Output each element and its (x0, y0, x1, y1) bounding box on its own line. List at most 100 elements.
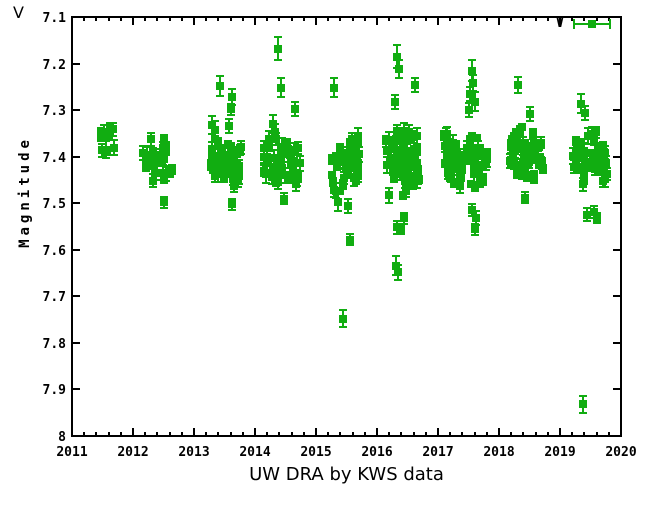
data-point-marker (274, 178, 282, 186)
data-point (392, 151, 400, 165)
data-point-marker (354, 132, 362, 140)
data-point (344, 167, 352, 179)
data-point (277, 77, 285, 98)
data-point (570, 159, 578, 174)
data-point (521, 191, 529, 204)
data-point (268, 169, 276, 185)
data-point (403, 143, 411, 159)
data-point-marker (383, 146, 391, 154)
data-point-marker (579, 400, 587, 408)
data-point (293, 169, 301, 187)
data-point-marker (535, 142, 543, 150)
data-point (536, 153, 544, 163)
data-point (465, 102, 473, 118)
data-point-marker (457, 168, 465, 176)
data-point (511, 144, 519, 159)
y-axis-label: Magnitude (17, 136, 33, 248)
axes-layer: 2011 2012 2013 2014 2015 2016 2017 2018 2019 2020… (43, 11, 637, 460)
data-point-marker (283, 139, 291, 147)
data-point (147, 132, 155, 147)
data-point-marker (395, 65, 403, 73)
data-point-marker (529, 130, 537, 138)
data-point-marker (449, 139, 457, 147)
data-points-layer (97, 36, 611, 414)
data-point-marker (149, 157, 157, 165)
data-point-marker (97, 132, 105, 140)
data-point-marker (260, 144, 268, 152)
data-point (391, 94, 399, 110)
data-point (291, 101, 299, 117)
data-point-marker (214, 139, 222, 147)
data-point-marker (476, 144, 484, 152)
data-point (334, 193, 342, 212)
data-point-marker (151, 169, 159, 177)
data-point (149, 155, 157, 168)
y-tick-label: 7.4 (43, 151, 67, 166)
data-point-marker (402, 187, 410, 195)
data-point-marker (514, 81, 522, 89)
y-tick-label: 7.1 (43, 11, 67, 26)
x-tick-label: 2013 (178, 445, 209, 460)
data-point (227, 103, 235, 116)
data-point (600, 154, 608, 163)
data-point (479, 173, 487, 186)
data-point-marker (277, 146, 285, 154)
data-point-marker (479, 175, 487, 183)
data-point-marker (211, 126, 219, 134)
data-point-marker (588, 131, 596, 139)
x-tick-label: 2015 (300, 445, 331, 460)
data-point-marker (518, 172, 526, 180)
data-point-marker (473, 134, 481, 142)
data-point-marker (160, 198, 168, 206)
data-point-marker (291, 105, 299, 113)
data-point (591, 162, 599, 176)
data-point-marker (344, 169, 352, 177)
data-point (260, 164, 268, 177)
data-point-marker (294, 144, 302, 152)
data-point-marker (348, 135, 356, 143)
data-point-marker (577, 100, 585, 108)
data-point (529, 128, 537, 140)
data-point-marker (526, 110, 534, 118)
data-point-marker (285, 176, 293, 184)
legend: V (556, 16, 613, 32)
data-point (234, 175, 242, 188)
data-point (580, 166, 588, 180)
data-point-marker (147, 135, 155, 143)
data-point-marker (403, 147, 411, 155)
data-point (220, 167, 228, 183)
data-point-marker (394, 268, 402, 276)
data-point-marker (352, 175, 360, 183)
data-point (385, 187, 393, 204)
data-point (445, 151, 453, 159)
data-point-marker (580, 169, 588, 177)
data-point-marker (400, 214, 408, 222)
data-point-marker (220, 171, 228, 179)
data-point-marker (334, 198, 342, 206)
data-point (211, 120, 219, 139)
data-point-marker (284, 150, 292, 158)
data-point-marker (260, 167, 268, 175)
data-point (581, 105, 589, 121)
data-point (444, 167, 452, 180)
data-point (105, 131, 113, 140)
x-tick-label: 2011 (56, 445, 87, 460)
data-point-marker (336, 144, 344, 152)
data-point-marker (442, 130, 450, 138)
data-point (411, 77, 419, 93)
data-point-marker (330, 84, 338, 92)
data-point-marker (234, 177, 242, 185)
data-point (269, 114, 277, 134)
data-point-marker (289, 158, 297, 166)
data-point-marker (524, 171, 532, 179)
y-tick-label: 7.6 (43, 244, 67, 259)
data-point (106, 122, 114, 132)
data-point (351, 150, 359, 167)
data-point-marker (465, 106, 473, 114)
data-point (572, 136, 580, 146)
data-point-marker (211, 172, 219, 180)
x-tick-label: 2018 (483, 445, 514, 460)
x-tick-label: 2019 (544, 445, 575, 460)
